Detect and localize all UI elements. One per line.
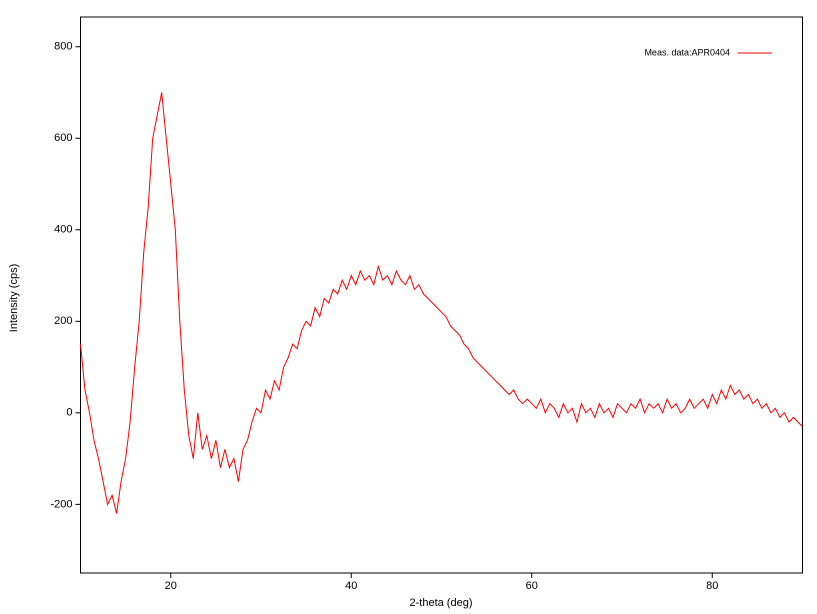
- x-tick-label: 80: [706, 580, 718, 592]
- y-tick-label: 200: [54, 315, 72, 327]
- y-tick-label: -200: [50, 498, 72, 510]
- y-tick-label: 0: [66, 407, 72, 419]
- legend-label: Meas. data:APR0404: [644, 47, 730, 57]
- y-tick-label: 600: [54, 132, 72, 144]
- y-axis-label: Intensity (cps): [8, 264, 20, 332]
- x-axis-label: 2-theta (deg): [410, 597, 473, 609]
- y-tick-label: 400: [54, 224, 72, 236]
- x-tick-label: 60: [526, 580, 538, 592]
- data-line: [80, 92, 803, 514]
- plot-frame: [80, 16, 803, 574]
- x-tick-label: 40: [345, 580, 357, 592]
- y-tick-label: 800: [54, 41, 72, 53]
- x-tick-label: 20: [165, 580, 177, 592]
